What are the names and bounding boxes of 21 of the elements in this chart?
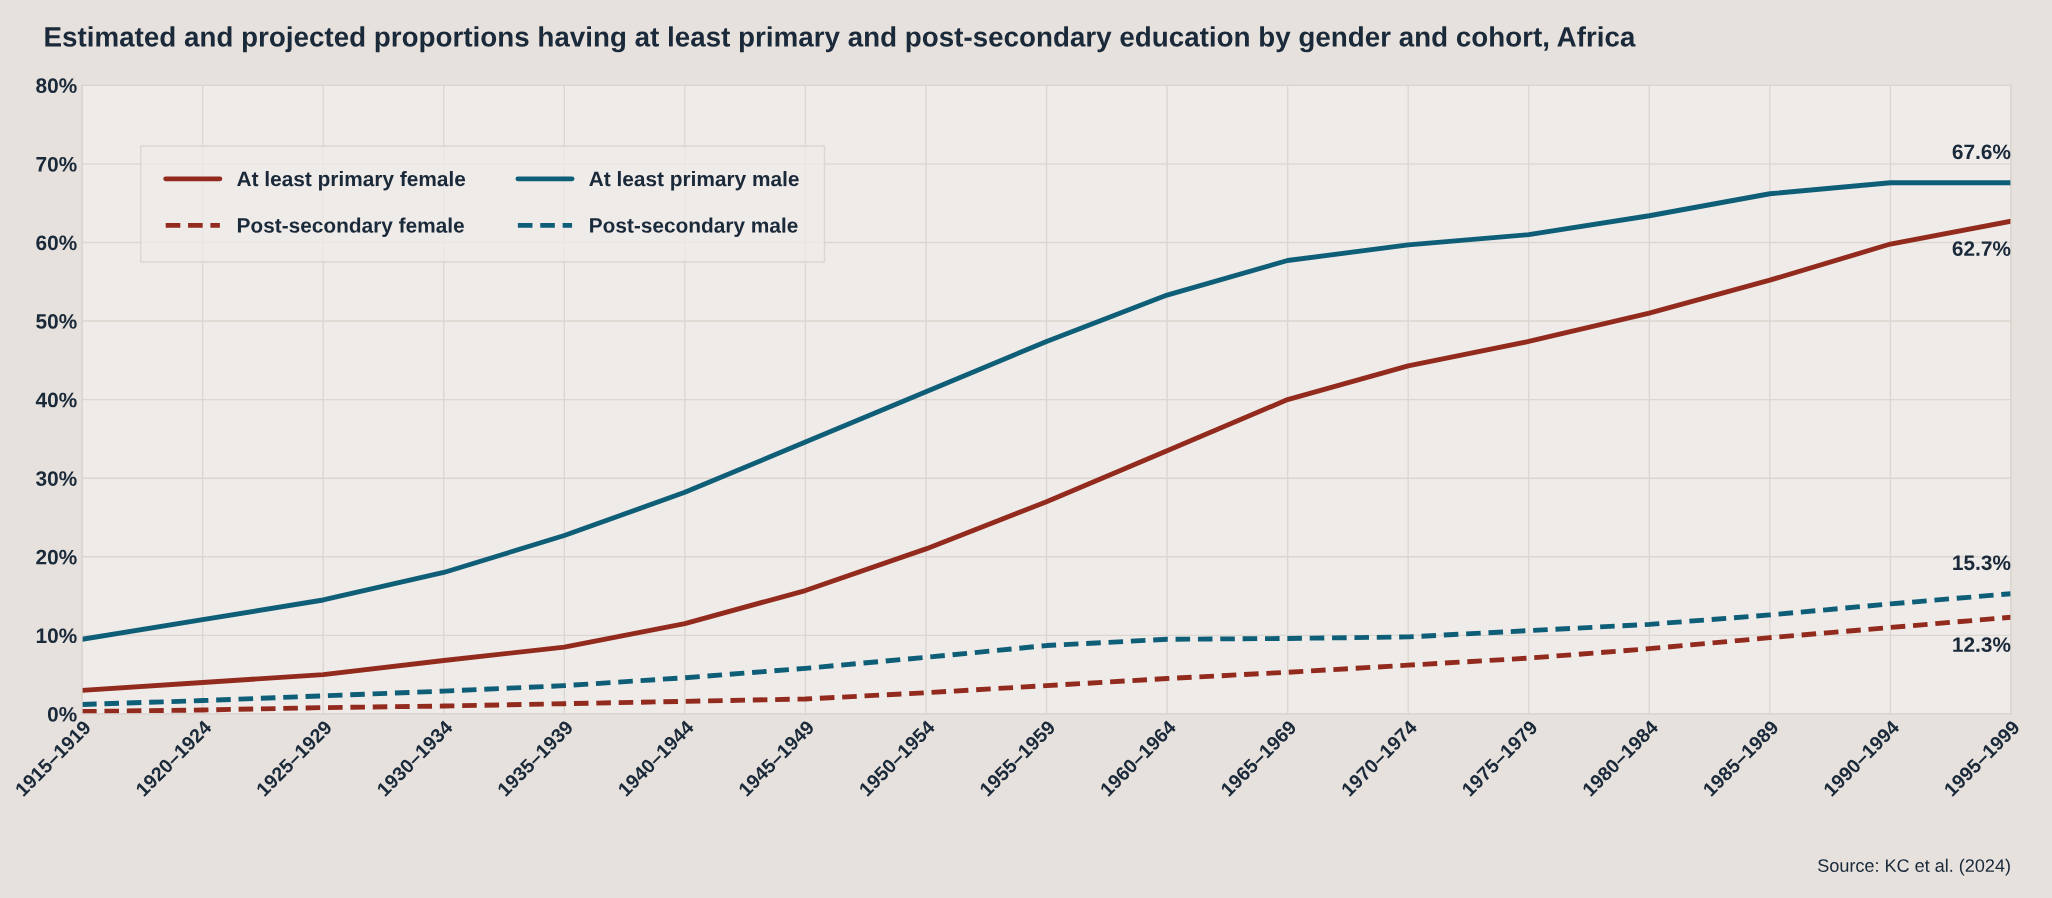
y-tick-label: 30% <box>36 471 77 486</box>
y-tick-label: 60% <box>36 235 77 251</box>
data-label: 15.3% <box>1953 555 2011 571</box>
y-tick-label: 80% <box>36 78 77 94</box>
chart-title: Estimated and projected proportions having at least primary and post-secondary education by gender and cohort, Africa <box>45 26 1636 53</box>
y-tick-label: 40% <box>35 392 77 408</box>
y-tick-label: 50% <box>36 314 77 329</box>
legend-label: Post-secondary female <box>237 217 464 237</box>
line-series <box>82 218 2011 693</box>
source-note: Source: KC et al. (2024) <box>1818 858 2010 876</box>
data-label: 67.6% <box>1952 144 2011 160</box>
legend-label: At least primary female <box>237 171 466 191</box>
y-tick-label: 10% <box>36 628 77 644</box>
line-series <box>82 591 2011 707</box>
data-label: 12.3% <box>1953 637 2011 653</box>
legend-label: Post-secondary male <box>590 217 798 237</box>
y-tick-label: 70% <box>36 156 77 172</box>
data-label: 62.7% <box>1952 241 2011 256</box>
y-tick-label: 20% <box>36 549 77 565</box>
legend-label: At least primary male <box>589 171 799 191</box>
y-tick-label: 0% <box>47 706 77 722</box>
